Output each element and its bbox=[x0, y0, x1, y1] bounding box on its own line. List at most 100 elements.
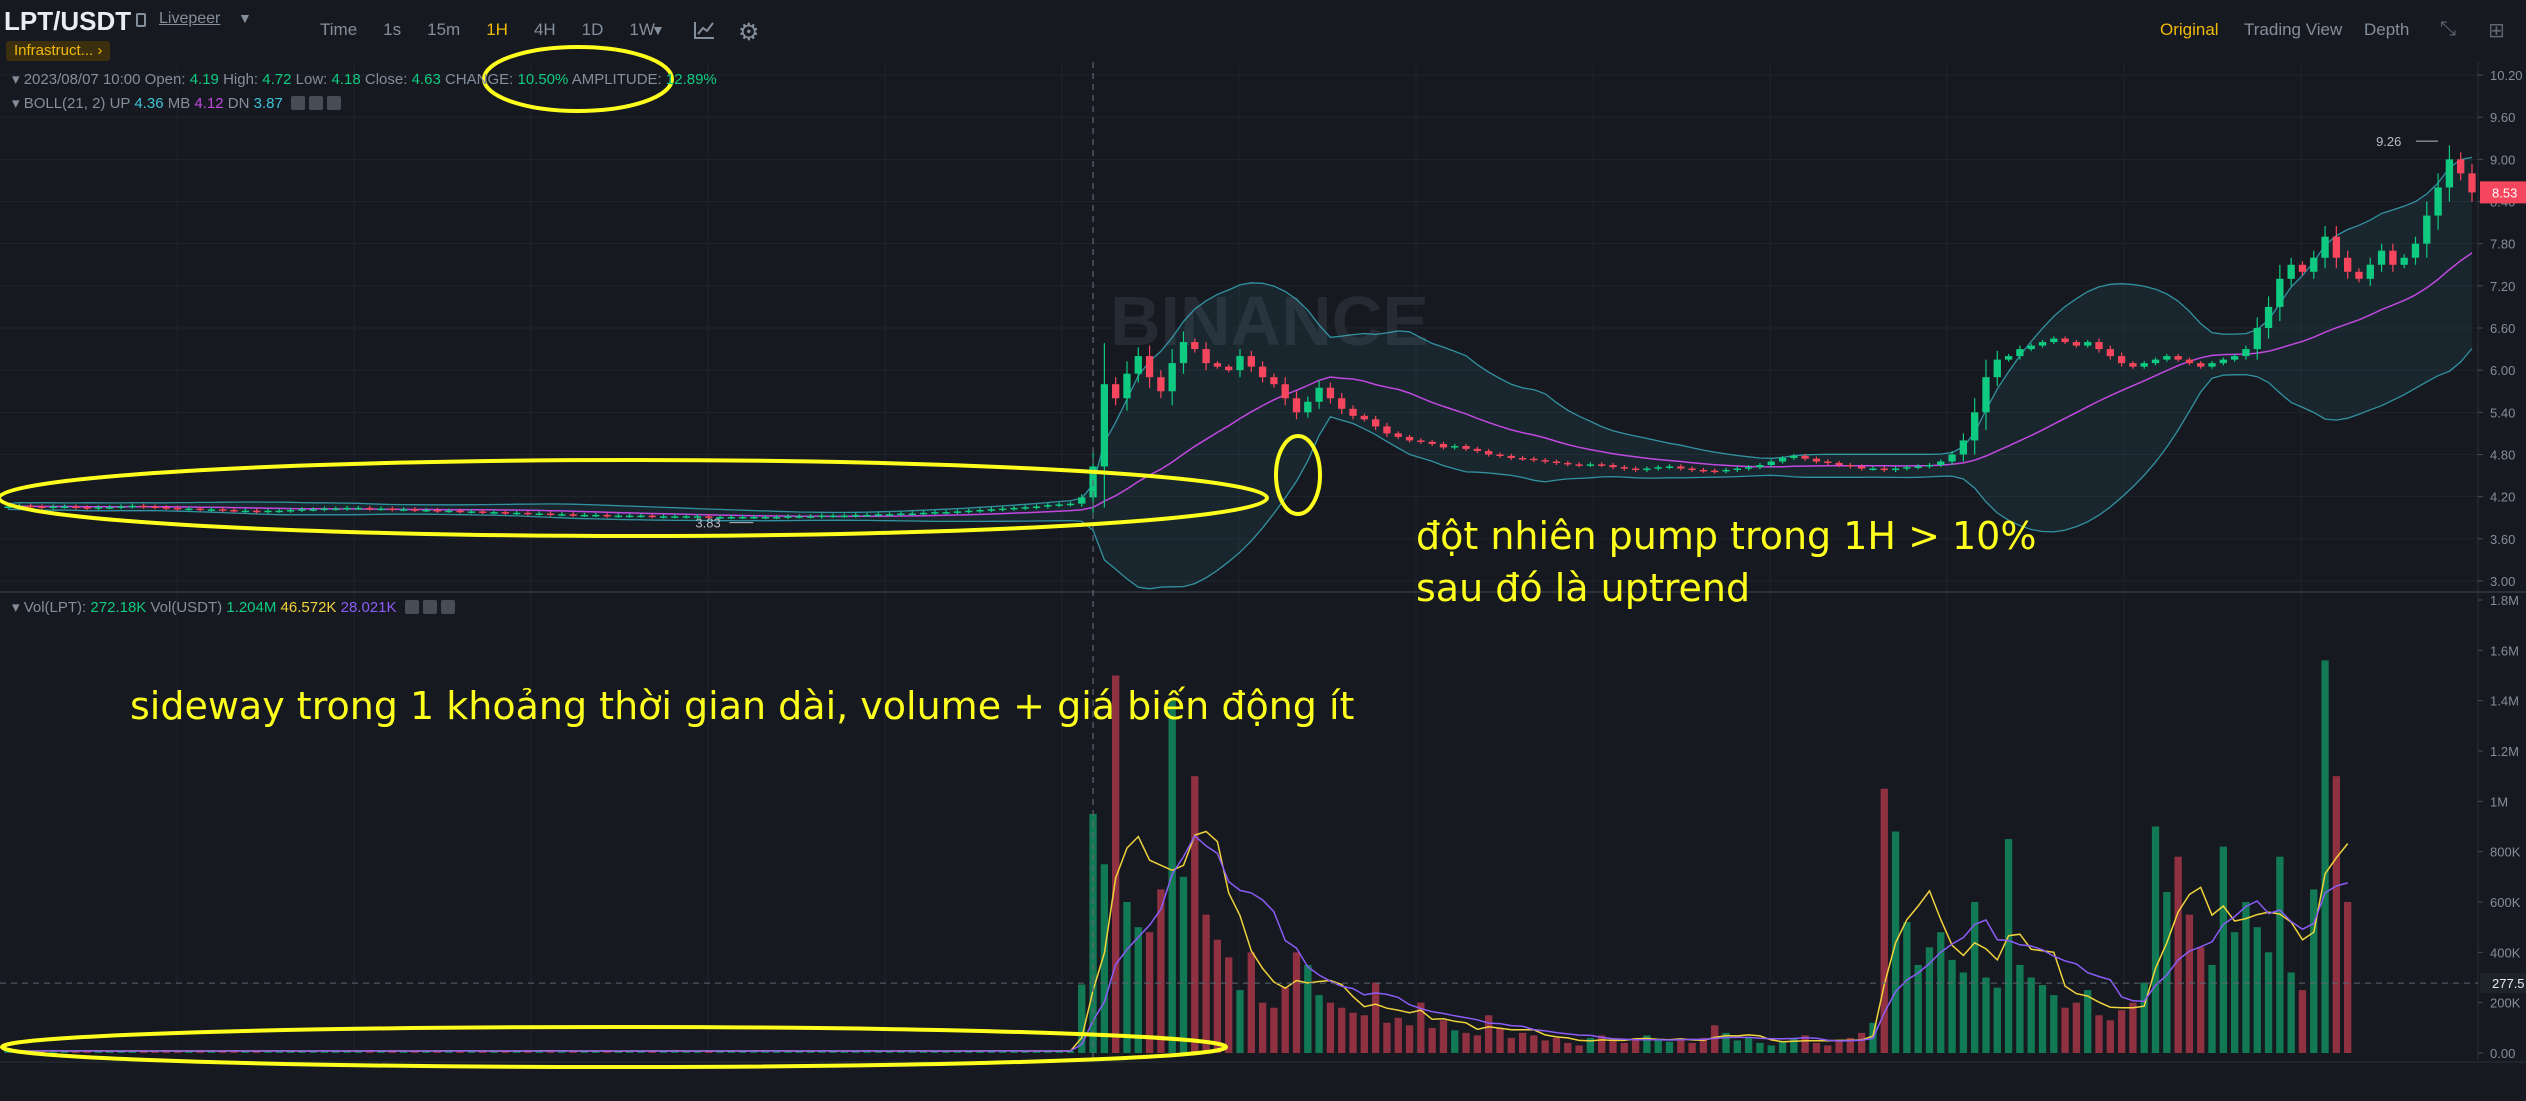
candle-body bbox=[1315, 387, 1323, 402]
candle-body bbox=[795, 516, 803, 518]
price-axis: 10.209.609.008.407.807.206.606.005.404.8… bbox=[2478, 68, 2523, 589]
category-tag[interactable]: Infrastruct... › bbox=[6, 41, 111, 61]
candle-body bbox=[467, 511, 476, 513]
volume-bar bbox=[1112, 675, 1120, 1053]
candle-body bbox=[1575, 464, 1583, 466]
candle-body bbox=[2004, 356, 2013, 360]
candle-body bbox=[1066, 503, 1075, 506]
coin-name-link[interactable]: Livepeer bbox=[159, 10, 221, 27]
volume-bar bbox=[1541, 1040, 1549, 1053]
eye-icon[interactable] bbox=[290, 96, 305, 110]
interval-tab-1w[interactable]: 1W bbox=[629, 20, 655, 39]
candle-body bbox=[1168, 363, 1176, 392]
candle-body bbox=[2332, 236, 2341, 258]
interval-tab-1s[interactable]: 1s bbox=[383, 20, 402, 39]
candle-body bbox=[1880, 468, 1888, 471]
candle-body bbox=[1665, 466, 1674, 468]
volume-bar bbox=[1575, 1045, 1583, 1053]
view-tab-trading-view[interactable]: Trading View bbox=[2244, 20, 2343, 39]
interval-tab-1d[interactable]: 1D bbox=[581, 20, 604, 39]
volume-bar bbox=[2061, 1007, 2069, 1053]
candle-body bbox=[456, 510, 464, 513]
candle-body bbox=[1598, 464, 1606, 466]
volume-bar bbox=[1451, 1030, 1459, 1053]
document-icon[interactable] bbox=[136, 13, 146, 27]
sideway-price-ellipse bbox=[0, 458, 1269, 538]
candle-body bbox=[275, 510, 283, 513]
volume-bar bbox=[1846, 1037, 1855, 1053]
close-icon[interactable] bbox=[440, 600, 455, 614]
candle-body bbox=[2219, 359, 2227, 364]
volume-bar bbox=[908, 1050, 916, 1053]
view-tab-original[interactable]: Original bbox=[2160, 20, 2219, 39]
legend-caret-icon[interactable]: ▾ bbox=[12, 71, 20, 88]
settings-icon[interactable] bbox=[308, 96, 323, 110]
volume-bar bbox=[784, 1051, 792, 1053]
volume-bar bbox=[998, 1050, 1007, 1053]
gear-icon[interactable]: ⚙ bbox=[738, 19, 760, 46]
price-tick-label: 3.00 bbox=[2490, 574, 2515, 589]
candle-body bbox=[309, 509, 317, 511]
volume-bar bbox=[2298, 990, 2307, 1053]
volume-bar bbox=[953, 1050, 962, 1053]
volume-bar bbox=[1202, 914, 1210, 1053]
settings-icon[interactable] bbox=[422, 600, 437, 614]
candle-body bbox=[1620, 467, 1628, 469]
volume-bar bbox=[1462, 1032, 1470, 1053]
candle-body bbox=[874, 514, 882, 516]
close-icon[interactable] bbox=[326, 96, 341, 110]
candle-body bbox=[1371, 419, 1380, 427]
view-tab-depth[interactable]: Depth bbox=[2364, 20, 2410, 39]
indicator-icon[interactable] bbox=[693, 20, 715, 40]
candle-body bbox=[897, 513, 905, 516]
volume-bar bbox=[2264, 952, 2273, 1053]
volume-bar bbox=[1778, 1041, 1787, 1053]
volume-bar bbox=[1394, 1017, 1402, 1053]
candle-body bbox=[953, 511, 962, 513]
candle-body bbox=[219, 509, 227, 511]
ohlc-legend: ▾ 2023/08/07 10:00 Open: 4.19 High: 4.72… bbox=[12, 70, 717, 88]
chevron-down-icon[interactable]: ▼ bbox=[238, 10, 252, 26]
candle-body bbox=[1225, 366, 1233, 371]
volume-bar bbox=[320, 1050, 329, 1053]
volume-bar bbox=[1270, 1007, 1278, 1053]
volume-tick-label: 0.00 bbox=[2490, 1046, 2515, 1061]
layout-grid-icon[interactable]: ⊞ bbox=[2488, 20, 2505, 42]
volume-bar bbox=[965, 1050, 973, 1053]
interval-tab-4h[interactable]: 4H bbox=[533, 20, 556, 39]
vol-ma2-value: 28.021K bbox=[340, 599, 397, 616]
eye-icon[interactable] bbox=[404, 600, 419, 614]
candle-body bbox=[829, 515, 837, 518]
interval-tab-15m[interactable]: 15m bbox=[427, 20, 461, 39]
candle-body bbox=[230, 510, 238, 512]
boll-legend: ▾ BOLL(21, 2) UP 4.36 MB 4.12 DN 3.87 bbox=[12, 94, 341, 112]
candle-body bbox=[1643, 468, 1651, 471]
candle-body bbox=[1383, 426, 1391, 434]
interval-tab-time[interactable]: Time bbox=[320, 20, 358, 39]
volume-bar bbox=[1948, 959, 1956, 1053]
pair-title[interactable]: LPT/USDT bbox=[4, 6, 132, 36]
interval-more-caret-icon[interactable]: ▼ bbox=[651, 22, 665, 38]
interval-tab-1h[interactable]: 1H bbox=[486, 20, 508, 39]
volume-bar bbox=[2185, 914, 2194, 1053]
current-price-badge bbox=[2480, 181, 2526, 204]
volume-bar bbox=[309, 1050, 317, 1053]
volume-bar bbox=[1925, 947, 1934, 1053]
vol-usdt-label: Vol(USDT) bbox=[150, 599, 223, 616]
sideway-volume-ellipse bbox=[0, 1025, 1228, 1069]
legend-caret-icon[interactable]: ▾ bbox=[12, 599, 20, 616]
candle-body bbox=[286, 510, 295, 512]
volume-bar bbox=[332, 1050, 340, 1053]
volume-tick-label: 400K bbox=[2490, 945, 2521, 960]
candle-body bbox=[1733, 468, 1741, 471]
candle-body bbox=[1338, 398, 1346, 409]
candle-body bbox=[173, 507, 182, 510]
candle-body bbox=[1552, 461, 1561, 464]
expand-icon[interactable]: ⤡ bbox=[2440, 18, 2456, 40]
candle-body bbox=[2084, 342, 2092, 346]
legend-caret-icon[interactable]: ▾ bbox=[12, 95, 20, 112]
candle-body bbox=[2344, 257, 2352, 272]
candle-body bbox=[772, 517, 781, 519]
candle-body bbox=[1609, 465, 1617, 468]
